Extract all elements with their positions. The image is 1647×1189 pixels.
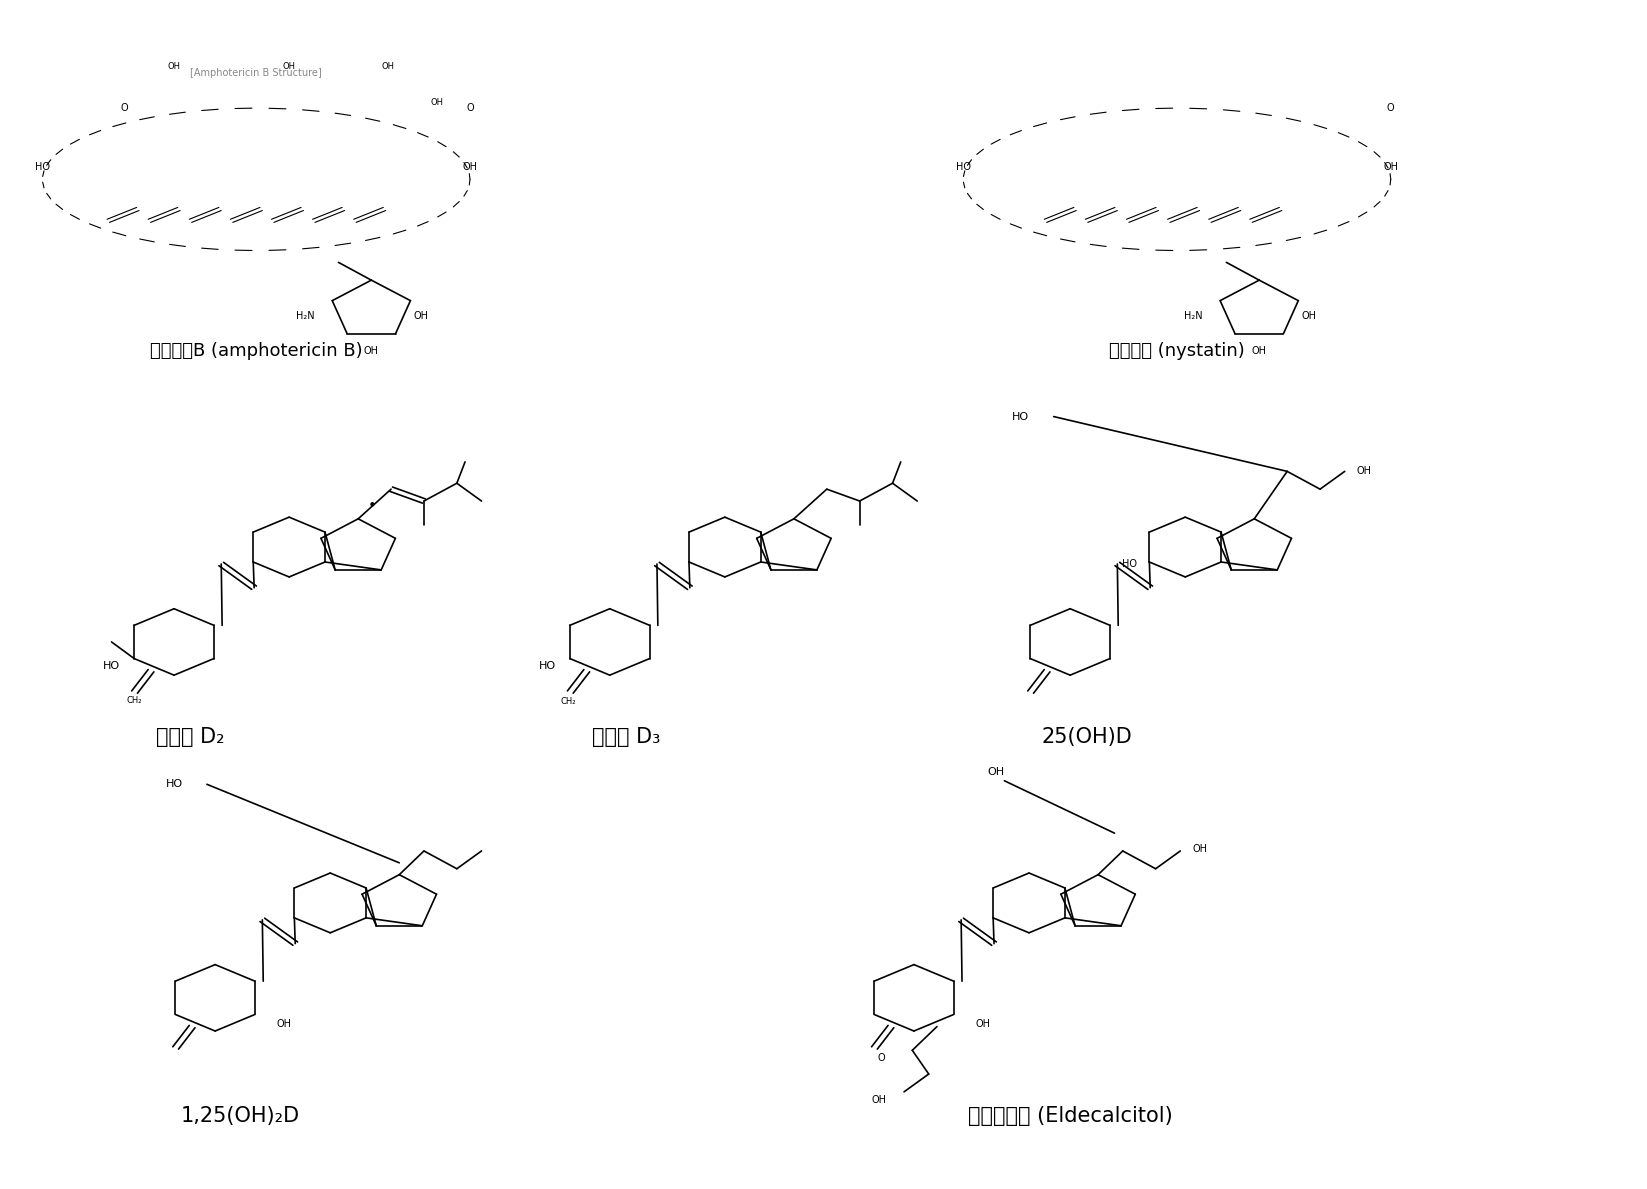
Text: O: O bbox=[1387, 103, 1395, 113]
Text: OH: OH bbox=[168, 62, 181, 71]
Text: OH: OH bbox=[1357, 466, 1372, 477]
Text: 艾地骨化醇 (Eldecalcitol): 艾地骨化醇 (Eldecalcitol) bbox=[968, 1107, 1173, 1126]
Text: H₂N: H₂N bbox=[1184, 310, 1202, 321]
Text: OH: OH bbox=[1301, 310, 1316, 321]
Text: O: O bbox=[120, 103, 128, 113]
Text: ●: ● bbox=[369, 502, 374, 507]
Text: 制霉菌素 (nystatin): 制霉菌素 (nystatin) bbox=[1108, 342, 1245, 360]
Text: O: O bbox=[878, 1052, 886, 1063]
Text: [Amphotericin B Structure]: [Amphotericin B Structure] bbox=[191, 68, 323, 77]
Text: OH: OH bbox=[463, 163, 478, 172]
Text: OH: OH bbox=[413, 310, 428, 321]
Text: OH: OH bbox=[988, 767, 1005, 778]
Text: H₂N: H₂N bbox=[296, 310, 315, 321]
Text: 1,25(OH)₂D: 1,25(OH)₂D bbox=[180, 1107, 300, 1126]
Text: OH: OH bbox=[430, 97, 443, 107]
Text: CH₂: CH₂ bbox=[562, 697, 576, 706]
Text: 25(OH)D: 25(OH)D bbox=[1041, 726, 1131, 747]
Text: OH: OH bbox=[1252, 346, 1267, 357]
Text: HO: HO bbox=[1123, 559, 1138, 568]
Text: HO: HO bbox=[35, 163, 49, 172]
Text: O: O bbox=[466, 103, 474, 113]
Text: OH: OH bbox=[871, 1095, 886, 1105]
Text: OH: OH bbox=[382, 62, 394, 71]
Text: CH₂: CH₂ bbox=[127, 696, 142, 705]
Text: HO: HO bbox=[955, 163, 970, 172]
Text: HO: HO bbox=[539, 661, 555, 671]
Text: OH: OH bbox=[277, 1019, 292, 1030]
Text: OH: OH bbox=[975, 1019, 990, 1030]
Text: OH: OH bbox=[1383, 163, 1398, 172]
Text: OH: OH bbox=[364, 346, 379, 357]
Text: 维生素 D₂: 维生素 D₂ bbox=[156, 726, 224, 747]
Text: 维生素 D₃: 维生素 D₃ bbox=[591, 726, 660, 747]
Text: OH: OH bbox=[283, 62, 295, 71]
Text: OH: OH bbox=[1192, 843, 1207, 854]
Text: HO: HO bbox=[1013, 411, 1029, 422]
Text: HO: HO bbox=[165, 779, 183, 789]
Text: 两性霉素B (amphotericin B): 两性霉素B (amphotericin B) bbox=[150, 342, 362, 360]
Text: HO: HO bbox=[104, 661, 120, 671]
